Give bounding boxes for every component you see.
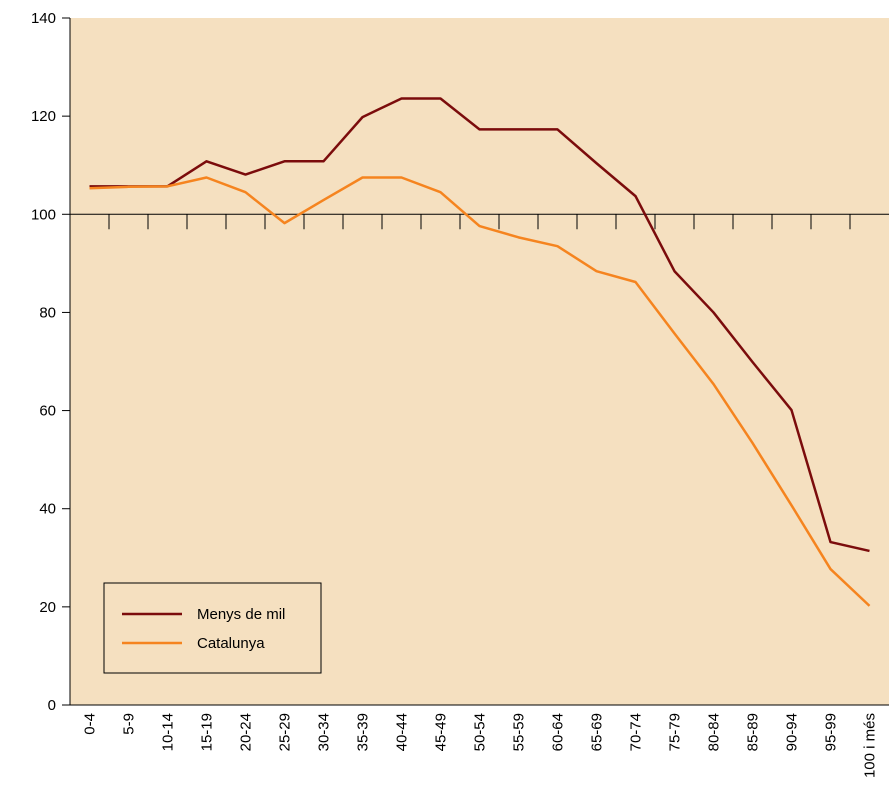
x-tick-label: 35-39 — [355, 713, 372, 751]
x-tick-label: 60-64 — [550, 713, 567, 751]
y-tick-label: 140 — [31, 10, 56, 27]
x-tick-label: 40-44 — [394, 713, 411, 751]
legend-label: Catalunya — [197, 635, 265, 652]
x-tick-label: 65-69 — [589, 713, 606, 751]
x-tick-label: 55-59 — [511, 713, 528, 751]
y-tick-label: 80 — [39, 304, 56, 321]
x-tick-label: 15-19 — [199, 713, 216, 751]
x-tick-label: 90-94 — [784, 713, 801, 751]
x-tick-label: 70-74 — [628, 713, 645, 751]
y-tick-label: 120 — [31, 108, 56, 125]
y-tick-label: 40 — [39, 501, 56, 518]
x-tick-label: 85-89 — [745, 713, 762, 751]
x-tick-label: 5-9 — [121, 713, 138, 735]
series-line — [89, 97, 870, 553]
y-tick-label: 20 — [39, 599, 56, 616]
x-tick-label: 25-29 — [277, 713, 294, 751]
x-tick-label: 95-99 — [823, 713, 840, 751]
x-tick-label: 20-24 — [238, 713, 255, 751]
y-tick-label: 60 — [39, 403, 56, 420]
series-line — [89, 176, 871, 607]
legend-box — [103, 582, 322, 674]
x-tick-label: 30-34 — [316, 713, 333, 751]
x-tick-label: 0-4 — [82, 713, 99, 735]
y-tick-label: 0 — [48, 697, 56, 714]
y-tick-label: 100 — [31, 206, 56, 223]
x-tick-label: 45-49 — [433, 713, 450, 751]
x-tick-label: 80-84 — [706, 713, 723, 751]
x-tick-label: 100 i més — [862, 713, 879, 778]
x-tick-label: 10-14 — [160, 713, 177, 751]
x-tick-label: 75-79 — [667, 713, 684, 751]
legend-label: Menys de mil — [197, 606, 285, 623]
x-tick-label: 50-54 — [472, 713, 489, 751]
